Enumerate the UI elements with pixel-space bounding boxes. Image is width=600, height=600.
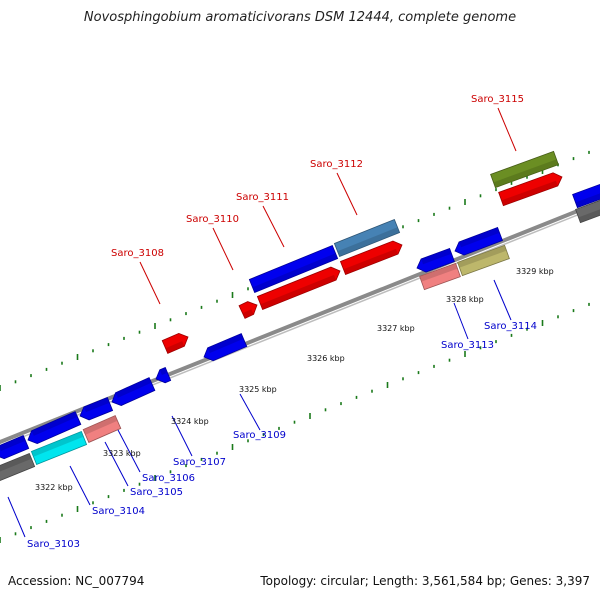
gene-lower-b1[interactable] [111, 377, 156, 406]
gene-upper-olive[interactable] [490, 150, 559, 189]
kbp-tick-label: 3325 kbp [239, 385, 277, 394]
kbp-tick-label: 3327 kbp [377, 324, 415, 333]
gene-saro-3111[interactable] [256, 266, 341, 311]
leader-line [262, 205, 285, 248]
gene-label[interactable]: Saro_3114 [484, 321, 537, 332]
gene-upper-right-gray[interactable] [575, 199, 600, 224]
leader-line [171, 415, 193, 457]
gene-label[interactable]: Saro_3108 [111, 248, 164, 259]
leader-line [69, 465, 91, 506]
gene-lower-3113b[interactable] [454, 226, 503, 256]
leader-line [104, 441, 129, 487]
label-leaders [7, 107, 517, 538]
gene-saro-3113[interactable] [419, 262, 461, 291]
gene-saro-3114[interactable] [457, 244, 510, 277]
gene-saro-3112[interactable] [339, 240, 403, 276]
gene-saro-3109[interactable] [203, 333, 248, 362]
gene-saro-3103[interactable] [0, 452, 36, 482]
leader-line [117, 429, 141, 473]
gene-label[interactable]: Saro_3113 [441, 340, 494, 351]
leader-line [7, 496, 26, 538]
kbp-tick-label: 3326 kbp [307, 354, 345, 363]
leader-line [493, 279, 512, 321]
leader-line [453, 302, 469, 340]
kbp-tick-label: 3328 kbp [446, 295, 484, 304]
gene-label[interactable]: Saro_3104 [92, 506, 145, 517]
kbp-tick-label: 3324 kbp [171, 417, 209, 426]
genome-summary: Topology: circular; Length: 3,561,584 bp… [260, 574, 590, 588]
gene-label[interactable]: Saro_3110 [186, 214, 239, 225]
gene-label[interactable]: Saro_3103 [27, 539, 80, 550]
gene-labels: Saro_3103 Saro_3104 Saro_3105 Saro_3106 Saro… [27, 94, 537, 550]
leader-line [497, 107, 517, 152]
gene-lower-b3[interactable] [27, 411, 82, 445]
map-title: Novosphingobium aromaticivorans DSM 1244… [83, 10, 517, 25]
gene-saro-3104[interactable] [30, 430, 88, 466]
tick-row-lower [0, 302, 590, 543]
leader-line [139, 261, 161, 305]
gene-lower-b2[interactable] [79, 396, 114, 421]
gene-saro-3115[interactable] [498, 172, 563, 207]
gene-lower-small[interactable] [155, 367, 172, 384]
gene-saro-3105[interactable] [82, 415, 122, 443]
gene-upper-steelblue[interactable] [333, 218, 401, 258]
gene-label[interactable]: Saro_3106 [142, 473, 195, 484]
gene-label[interactable]: Saro_3105 [130, 487, 183, 498]
gene-upper-right-blue[interactable] [572, 183, 600, 209]
accession-text: Accession: NC_007794 [8, 574, 145, 588]
gene-label[interactable]: Saro_3107 [173, 457, 226, 468]
gene-label[interactable]: Saro_3115 [471, 94, 524, 105]
gene-label[interactable]: Saro_3109 [233, 430, 286, 441]
kbp-tick-label: 3322 kbp [35, 483, 73, 492]
gene-saro-3108[interactable] [161, 332, 189, 354]
kbp-tick-label: 3329 kbp [516, 267, 554, 276]
kbp-labels: 3322 kbp 3323 kbp 3324 kbp 3325 kbp 3326 kbp… [35, 267, 554, 492]
kbp-tick-label: 3323 kbp [103, 449, 141, 458]
gene-upper-blue[interactable] [248, 245, 339, 293]
leader-line [239, 393, 261, 431]
leader-line [212, 227, 234, 271]
gene-lower-3113a[interactable] [416, 247, 455, 273]
gene-label[interactable]: Saro_3112 [310, 159, 363, 170]
gene-lower-b4[interactable] [0, 435, 30, 460]
gene-label[interactable]: Saro_3111 [236, 192, 289, 203]
gene-saro-3110[interactable] [238, 301, 258, 319]
leader-line [336, 172, 358, 216]
genes-layer [0, 150, 600, 482]
